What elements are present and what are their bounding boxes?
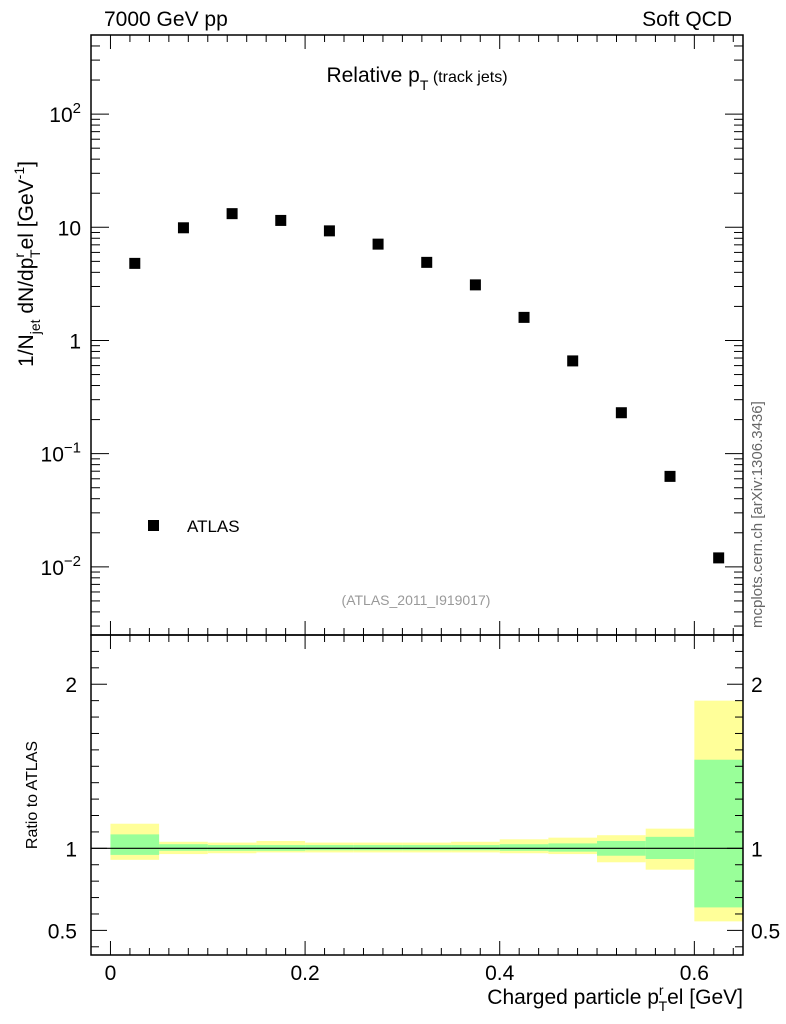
ratio-y-tick-label-right: 0.5 — [751, 920, 780, 943]
data-point — [664, 470, 676, 482]
process-label: Soft QCD — [642, 8, 732, 31]
data-point — [372, 238, 384, 250]
ratio-y-tick-label-left: 1 — [65, 838, 77, 861]
ratio-band-inner — [694, 759, 743, 908]
ratio-y-tick-label-left: 2 — [65, 674, 77, 697]
main-plot-frame — [90, 34, 744, 636]
beam-energy-label: 7000 GeV pp — [104, 8, 228, 31]
data-point — [567, 355, 579, 367]
data-point — [469, 279, 481, 291]
ratio-plot-frame — [90, 634, 744, 956]
y-tick-label: 102 — [49, 100, 81, 127]
data-point — [177, 222, 189, 234]
y-axis-label: 1/Njet dN/dprTel [GeV-1] — [11, 161, 43, 367]
x-tick-label: 0.6 — [680, 962, 709, 985]
ratio-band-inner — [548, 843, 598, 852]
y-tick-label: 1 — [69, 330, 81, 353]
data-point — [275, 214, 287, 226]
ratio-band-inner — [499, 844, 549, 851]
ratio-band-inner — [353, 845, 403, 851]
y-tick-label: 10−2 — [41, 553, 81, 580]
data-point — [421, 256, 433, 268]
ratio-band-inner — [451, 845, 500, 851]
ratio-band-inner — [305, 845, 354, 851]
credit-label: mcplots.cern.ch [arXiv:1306.3436] — [749, 401, 766, 628]
data-point — [713, 552, 725, 564]
chart-title: Relative pT (track jets) — [326, 64, 507, 93]
ratio-y-tick-label-right: 2 — [751, 674, 763, 697]
data-point — [129, 257, 141, 269]
x-axis-label: Charged particle pr Tel [GeV] — [487, 982, 743, 1014]
y-tick-label: 10−1 — [41, 440, 81, 467]
y-tick-label: 10 — [58, 217, 81, 240]
x-tick-label: 0 — [105, 962, 117, 985]
ratio-band-inner — [110, 834, 160, 855]
legend-label: ATLAS — [187, 517, 240, 536]
ratio-y-tick-label-right: 1 — [751, 838, 763, 861]
analysis-id-label: (ATLAS_2011_I919017) — [342, 592, 491, 608]
x-tick-label: 0.2 — [290, 962, 319, 985]
ratio-band-inner — [159, 844, 208, 851]
legend-marker — [148, 520, 159, 531]
x-tick-label: 0.4 — [485, 962, 515, 985]
data-point — [323, 225, 335, 237]
ratio-band-inner — [402, 845, 452, 851]
data-point — [226, 208, 238, 220]
ratio-y-tick-label-left: 0.5 — [48, 920, 77, 943]
ratio-y-axis-label: Ratio to ATLAS — [24, 741, 41, 849]
data-point — [615, 407, 627, 419]
data-point — [518, 311, 530, 323]
